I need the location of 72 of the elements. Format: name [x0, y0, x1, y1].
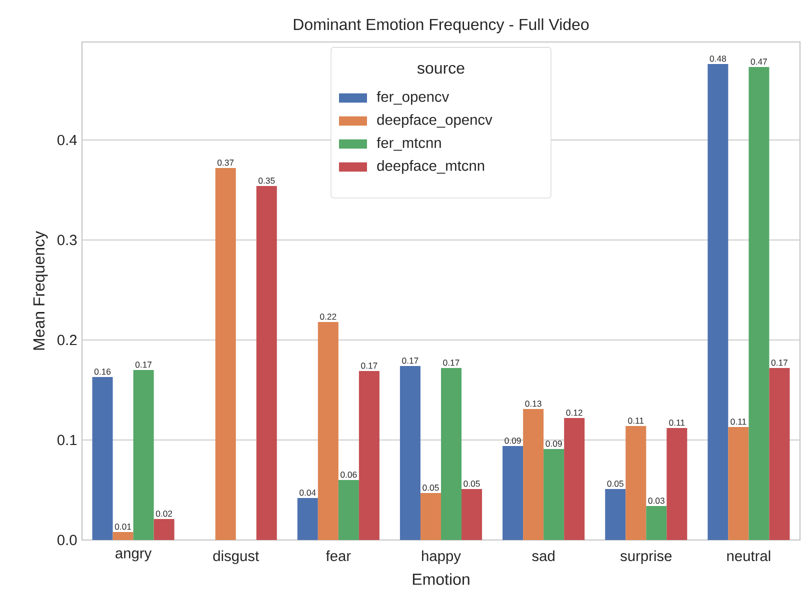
bar [358, 370, 380, 540]
data-label: 0.11 [730, 418, 746, 425]
bar [462, 488, 482, 540]
x-tick-label: disgust [213, 550, 259, 564]
bar [769, 368, 790, 540]
data-label: 0.22 [320, 314, 336, 320]
bar [256, 186, 277, 540]
x-tick-label: happy [422, 550, 461, 564]
data-label: 0.17 [135, 362, 152, 368]
bar [523, 408, 544, 540]
legend-label: fer_mtcnn [376, 137, 441, 151]
data-label: 0.04 [300, 490, 316, 496]
x-tick-label: surprise [620, 550, 672, 564]
bar [420, 492, 441, 540]
x-tick-label: neutral [727, 550, 770, 562]
x-tick-label: angry [116, 550, 152, 562]
x-tick-label: sad [532, 550, 554, 562]
data-label: 0.09 [504, 438, 521, 444]
data-label: 0.01 [114, 524, 132, 530]
chart-title: Dominant Emotion Frequency - Full Video [294, 18, 589, 34]
data-label: 0.16 [94, 368, 111, 375]
legend-label: fer_opencv [376, 91, 450, 105]
bar [605, 488, 626, 540]
bar [318, 322, 338, 540]
bar [215, 168, 236, 540]
bar [338, 480, 359, 540]
x-tick-label: fear [326, 550, 351, 562]
legend-label: deepface_mtcnn [377, 160, 484, 174]
y-axis-title: Mean Frequency [33, 231, 48, 350]
bar [502, 446, 524, 540]
data-label: 0.17 [771, 360, 788, 366]
y-tick-label: 0.1 [57, 434, 77, 446]
bar [708, 64, 728, 540]
bar [748, 66, 770, 540]
y-tick-label: 0.0 [57, 534, 77, 546]
legend-label: deepface_opencv [377, 114, 492, 128]
bar [728, 426, 749, 540]
data-label: 0.03 [648, 498, 664, 504]
y-tick-label: 0.3 [57, 234, 77, 246]
data-label: 0.02 [156, 510, 172, 517]
bar [666, 428, 688, 540]
y-tick-label: 0.2 [57, 334, 77, 346]
bar [441, 368, 462, 540]
bar [544, 448, 564, 540]
bar [400, 366, 420, 540]
data-label: 0.48 [710, 56, 726, 62]
data-label: 0.17 [402, 358, 418, 364]
data-label: 0.06 [340, 472, 357, 478]
bar [564, 418, 585, 540]
bar [133, 370, 154, 540]
data-label: 0.05 [607, 480, 624, 487]
data-label: 0.05 [464, 480, 480, 487]
bar [92, 376, 113, 540]
data-label: 0.35 [258, 178, 275, 184]
x-axis-title: Emotion [412, 573, 470, 585]
data-label: 0.17 [361, 362, 378, 369]
bar [112, 532, 134, 540]
data-label: 0.37 [218, 160, 234, 166]
data-label: 0.47 [750, 58, 767, 65]
bar [646, 506, 667, 540]
data-label: 0.12 [566, 410, 582, 416]
data-label: 0.05 [422, 484, 439, 491]
bar [626, 426, 646, 540]
y-tick-label: 0.4 [57, 134, 77, 146]
data-label: 0.13 [525, 400, 542, 407]
bar [154, 518, 174, 540]
data-label: 0.11 [669, 420, 685, 426]
legend-title: source [417, 64, 464, 74]
bar [297, 498, 318, 540]
data-label: 0.17 [443, 360, 460, 366]
data-label: 0.09 [546, 440, 562, 447]
data-label: 0.11 [628, 418, 644, 424]
